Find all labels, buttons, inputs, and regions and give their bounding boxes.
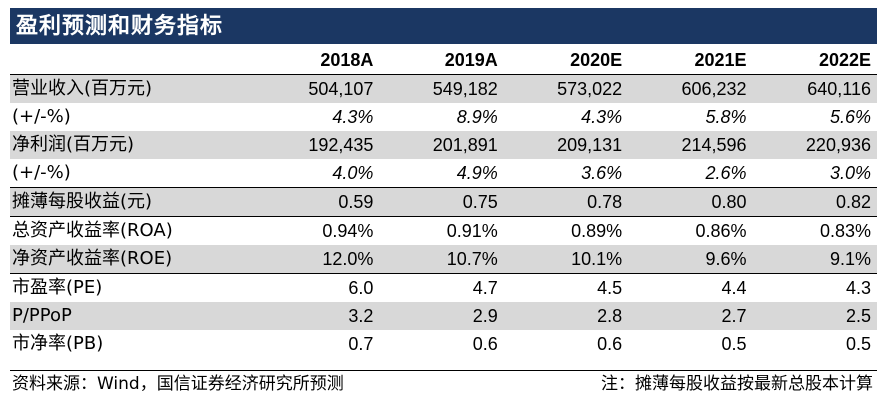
table-row: (+/-%) 4.0% 4.9% 3.6% 2.6% 3.0% [10,159,877,188]
table-cell: 5.6% [829,107,871,127]
row-label: 市盈率(PE) [12,277,103,298]
table-cell: 10.1% [503,245,629,274]
table-cell: 0.6 [597,334,623,354]
table-cell: 2.5 [752,302,877,330]
table-row: 净利润(百万元) 192,435 201,891 209,131 214,596… [10,131,877,159]
table-cell: 214,596 [628,131,753,159]
table-row: 市净率(PB) 0.7 0.6 0.6 0.5 0.5 [10,330,877,358]
row-label: 摊薄每股收益(元) [10,187,255,217]
row-label: (+/-%) [10,159,255,188]
table-cell: 0.82 [752,187,877,217]
header-cell-2022e: 2022E [752,45,877,75]
row-label: 营业收入(百万元) [10,74,255,103]
table-cell: 4.3 [845,278,871,298]
table-cell: 0.78 [503,187,629,217]
table-cell: 0.80 [628,187,753,217]
eps-note: 注：摊薄每股收益按最新总股本计算 [601,374,873,394]
table-cell: 2.6% [628,159,753,188]
table-row: P/PPoP 3.2 2.9 2.8 2.7 2.5 [10,302,877,330]
table-cell: 0.75 [379,187,504,217]
table-cell: 12.0% [255,245,380,274]
table-cell: 0.89% [571,221,623,241]
header-cell-2019a: 2019A [379,45,504,75]
row-label: 市净率(PB) [12,333,104,354]
table-cell: 4.3% [581,107,623,127]
table-cell: 220,936 [752,131,877,159]
table-cell: 0.5 [845,334,871,354]
table-row: 净资产收益率(ROE) 12.0% 10.7% 10.1% 9.6% 9.1% [10,245,877,274]
table-row: 营业收入(百万元) 504,107 549,182 573,022 606,23… [10,74,877,103]
table-row: 市盈率(PE) 6.0 4.7 4.5 4.4 4.3 [10,274,877,303]
table-cell: 0.59 [255,187,380,217]
table-cell: 0.91% [446,221,498,241]
table-cell: 5.8% [705,107,747,127]
table-cell: 3.2 [255,302,380,330]
table-row: (+/-%) 4.3% 8.9% 4.3% 5.8% 5.6% [10,103,877,131]
table-cell: 209,131 [503,131,629,159]
table-cell: 2.9 [379,302,504,330]
table-cell: 10.7% [379,245,504,274]
financial-forecast-table: 2018A 2019A 2020E 2021E 2022E 营业收入(百万元) … [10,45,877,358]
table-cell: 4.9% [379,159,504,188]
footer: 资料来源：Wind，国信证券经济研究所预测 注：摊薄每股收益按最新总股本计算 [10,372,877,398]
table-cell: 8.9% [456,107,498,127]
table-cell: 4.5 [597,278,623,298]
bottom-rule [10,370,877,371]
row-label: 总资产收益率(ROA) [12,220,173,241]
table-cell: 0.83% [819,221,871,241]
table-title: 盈利预测和财务指标 [16,13,224,39]
table-cell: 192,435 [255,131,380,159]
table-cell: 3.0% [752,159,877,188]
table-row: 总资产收益率(ROA) 0.94% 0.91% 0.89% 0.86% 0.83… [10,217,877,246]
header-cell-2018a: 2018A [255,45,380,75]
header-cell-label [10,45,255,75]
table-cell: 640,116 [752,74,877,103]
table-cell: 4.3% [332,107,374,127]
source-note: 资料来源：Wind，国信证券经济研究所预测 [12,374,344,394]
title-bar: 盈利预测和财务指标 [10,8,877,44]
row-label: (+/-%) [12,106,71,127]
table-cell: 2.8 [503,302,629,330]
table-cell: 0.7 [348,334,374,354]
header-row: 2018A 2019A 2020E 2021E 2022E [10,45,877,75]
table-cell: 0.86% [695,221,747,241]
table-cell: 504,107 [255,74,380,103]
row-label: P/PPoP [10,302,255,330]
table-cell: 0.6 [472,334,498,354]
table-cell: 573,022 [503,74,629,103]
table-cell: 201,891 [379,131,504,159]
table-cell: 6.0 [348,278,374,298]
table-cell: 9.6% [628,245,753,274]
table-cell: 0.94% [322,221,374,241]
table-cell: 606,232 [628,74,753,103]
row-label: 净利润(百万元) [10,131,255,159]
table-cell: 4.0% [255,159,380,188]
table-cell: 3.6% [503,159,629,188]
row-label: 净资产收益率(ROE) [10,245,255,274]
table-cell: 2.7 [628,302,753,330]
table-cell: 4.4 [721,278,747,298]
header-cell-2020e: 2020E [503,45,629,75]
header-cell-2021e: 2021E [628,45,753,75]
table-row: 摊薄每股收益(元) 0.59 0.75 0.78 0.80 0.82 [10,187,877,217]
table-cell: 549,182 [379,74,504,103]
table-cell: 4.7 [472,278,498,298]
table-cell: 9.1% [752,245,877,274]
table-cell: 0.5 [721,334,747,354]
